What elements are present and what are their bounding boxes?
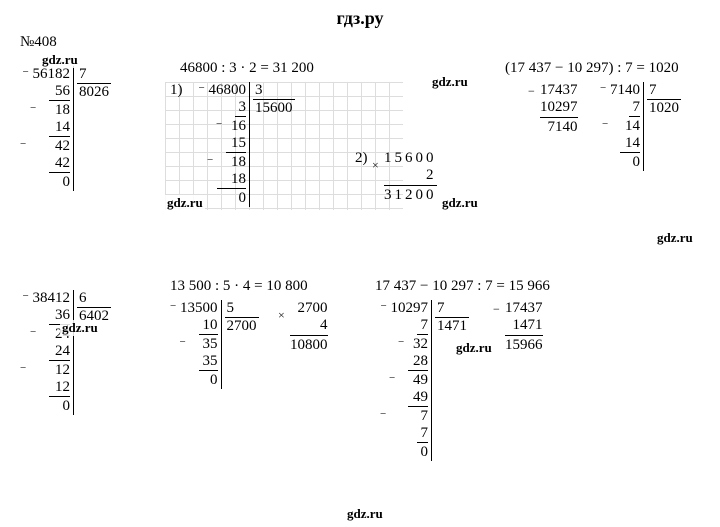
watermark: gdz.ru bbox=[430, 74, 470, 90]
step-label-1: 1) bbox=[170, 82, 183, 99]
watermark: gdz.ru bbox=[345, 506, 385, 522]
problem-number: №408 bbox=[20, 34, 57, 51]
expression-3: 13 500 : 5 · 4 = 10 800 bbox=[170, 278, 308, 295]
expression-4: 17 437 − 10 297 : 7 = 15 966 bbox=[375, 278, 550, 295]
long-division-3: 46800 3 16 15 18 18 0 3 15600 bbox=[200, 82, 295, 207]
long-division-5: 10297 7 32 28 49 49 7 7 0 7 1471 bbox=[390, 300, 469, 461]
subtraction-2: − 17437 1471 15966 bbox=[505, 300, 543, 354]
expression-1: 46800 : 3 · 2 = 31 200 bbox=[180, 60, 314, 77]
watermark: gdz.ru bbox=[40, 52, 80, 68]
watermark: gdz.ru bbox=[655, 230, 695, 246]
long-division-2: 38412 36 24 24 12 12 0 6 6402 bbox=[30, 290, 111, 415]
watermark: gdz.ru bbox=[454, 340, 494, 356]
subtraction-1: − 17437 10297 7140 bbox=[540, 82, 578, 136]
multiplication-2: × 2700 4 10800 bbox=[290, 300, 328, 354]
site-header: гдз.ру bbox=[0, 0, 720, 29]
long-division-6: 7140 7 14 14 0 7 1020 bbox=[610, 82, 681, 171]
multiplication-1: × 15600 2 31200 bbox=[384, 150, 437, 204]
expression-2: (17 437 − 10 297) : 7 = 1020 bbox=[505, 60, 679, 77]
step-label-2: 2) bbox=[355, 150, 368, 167]
watermark: gdz.ru bbox=[60, 320, 100, 336]
dividend: 56182 bbox=[33, 66, 71, 83]
watermark: gdz.ru bbox=[165, 195, 205, 211]
watermark: gdz.ru bbox=[440, 195, 480, 211]
long-division-1: 56182 56 18 14 42 42 0 7 8026 bbox=[30, 66, 111, 191]
long-division-4: 13500 10 35 35 0 5 2700 bbox=[180, 300, 259, 389]
